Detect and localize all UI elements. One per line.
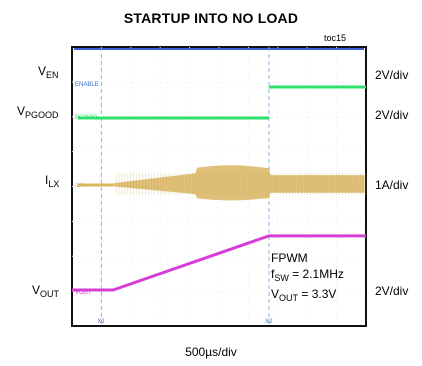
figure-id: toc15 (324, 33, 347, 43)
channel-tag-ilx: ILX (75, 183, 84, 189)
test-conditions: FPWM fSW = 2.1MHz VOUT = 3.3V (271, 250, 344, 306)
channel-tag-pgood: PGOOD (75, 115, 98, 121)
scale-vout: 2V/div (375, 284, 409, 298)
cursor-label: X1 (97, 319, 105, 325)
channel-tag-vout: VOUT (75, 290, 92, 296)
fsw-label: fSW = 2.1MHz (271, 267, 344, 283)
label-ven: VEN (38, 64, 59, 80)
trace-vout (72, 234, 366, 292)
scale-ilx: 1A/div (375, 178, 409, 192)
vout-setting-label: VOUT = 3.3V (271, 287, 337, 303)
scale-vpgood: 2V/div (375, 108, 409, 122)
label-vout: VOUT (32, 283, 60, 299)
label-vpgood: VPGOOD (17, 104, 59, 120)
cursor-label: X2 (265, 319, 273, 325)
channel-tag-en: ENABLE (75, 82, 99, 88)
mode-label: FPWM (271, 251, 308, 265)
chart-title: STARTUP INTO NO LOAD (123, 10, 299, 26)
time-scale-label: 500µs/div (185, 345, 237, 359)
scale-ven: 2V/div (375, 68, 409, 82)
trace-ilx-ripple (113, 165, 365, 201)
label-ilx: ILX (45, 173, 60, 189)
